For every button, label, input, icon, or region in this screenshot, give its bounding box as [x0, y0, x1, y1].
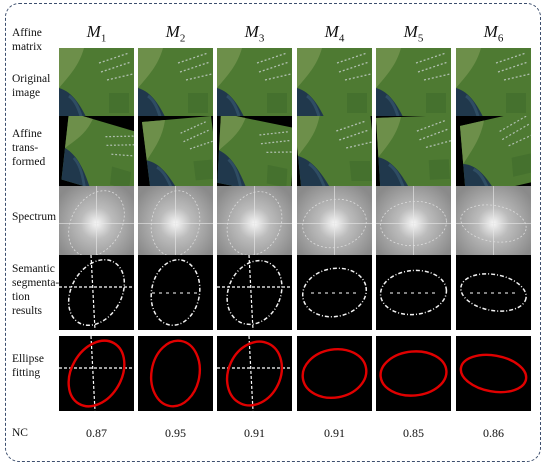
spectrum-m5 — [376, 186, 451, 261]
segmentation-m4 — [297, 255, 372, 330]
original-image-m6 — [456, 48, 531, 123]
row-label-nc: NC — [12, 427, 28, 439]
row-label-segmentation: Semantic segmenta-tion results — [12, 263, 60, 317]
ellipse-fit-m5 — [376, 336, 451, 411]
original-image-m4 — [297, 48, 372, 123]
row-label-affine-matrix: Affine matrix — [12, 27, 43, 53]
column-header-m1: M1 — [86, 22, 107, 45]
ellipse-fit-m2 — [138, 336, 213, 411]
column-header-m6: M6 — [483, 22, 504, 45]
row-label-ellipse-fitting: Ellipse fitting — [12, 353, 44, 379]
transformed-image-m4 — [297, 116, 372, 191]
column-header-m2: M2 — [165, 22, 186, 45]
original-image-m1 — [59, 48, 134, 123]
segmentation-m2 — [138, 255, 213, 330]
row-label-original-image: Original image — [12, 73, 51, 99]
segmentation-m6 — [456, 255, 531, 330]
segmentation-m5 — [376, 255, 451, 330]
column-header-m5: M5 — [403, 22, 424, 45]
nc-value-m6: 0.86 — [483, 426, 504, 440]
transformed-image-m1 — [59, 116, 134, 191]
row-label-affine-transformed: Affine trans-formed — [12, 128, 46, 168]
nc-value-m3: 0.91 — [244, 426, 265, 440]
ellipse-fit-m4 — [297, 336, 372, 411]
spectrum-m3 — [217, 186, 292, 261]
original-image-m3 — [217, 48, 292, 123]
original-image-m2 — [138, 48, 213, 123]
nc-value-m2: 0.95 — [165, 426, 186, 440]
transformed-image-m5 — [376, 116, 451, 191]
ellipse-fit-m6 — [456, 336, 531, 411]
original-image-m5 — [376, 48, 451, 123]
spectrum-m6 — [456, 186, 531, 261]
spectrum-m2 — [138, 186, 213, 261]
column-header-m3: M3 — [244, 22, 265, 45]
transformed-image-m2 — [138, 116, 213, 191]
segmentation-m3 — [217, 255, 292, 330]
spectrum-m1 — [59, 186, 134, 261]
transformed-image-m6 — [456, 116, 531, 191]
nc-value-m4: 0.91 — [324, 426, 345, 440]
ellipse-fit-m1 — [59, 336, 134, 411]
segmentation-m1 — [59, 255, 134, 330]
column-header-m4: M4 — [324, 22, 345, 45]
nc-value-m1: 0.87 — [86, 426, 107, 440]
ellipse-fit-m3 — [217, 336, 292, 411]
spectrum-m4 — [297, 186, 372, 261]
row-label-spectrum: Spectrum — [12, 211, 57, 223]
transformed-image-m3 — [217, 116, 292, 191]
nc-value-m5: 0.85 — [403, 426, 424, 440]
figure-frame — [5, 3, 541, 462]
